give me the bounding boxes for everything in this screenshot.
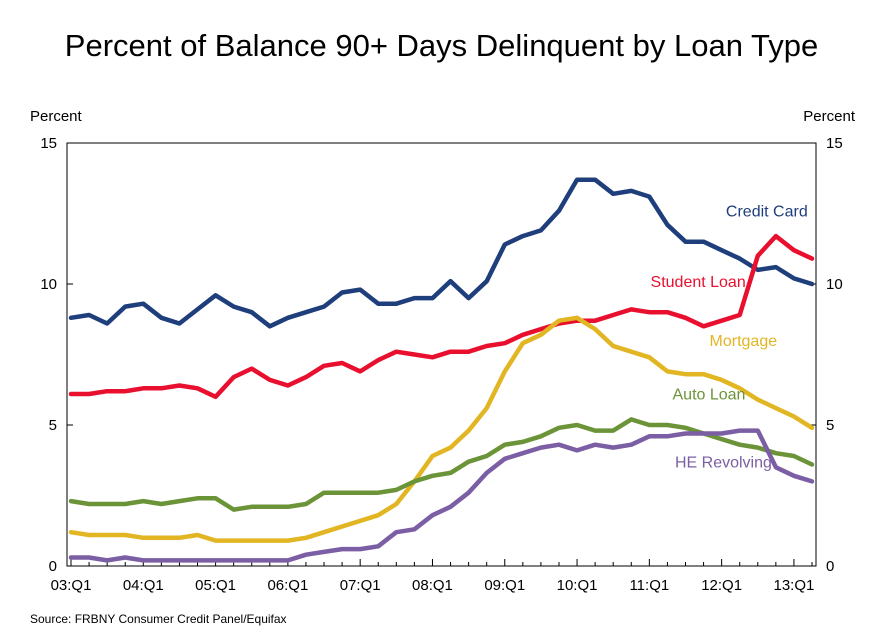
series-label-student-loan: Student Loan — [651, 274, 746, 291]
left-axis-label: Percent — [30, 108, 83, 125]
y-tick-label-right: 5 — [826, 417, 834, 434]
series-line-credit-card — [68, 177, 815, 329]
axis-ticks: 0 0 5 5 10 10 15 15 03:Q1 04:Q1 05:Q1 06:Q1 07:Q1 08:… — [40, 135, 842, 594]
x-tick-label: 11:Q1 — [629, 577, 669, 594]
series-line-student-loan — [68, 233, 815, 400]
series-label-mortgage: Mortgage — [710, 333, 778, 350]
x-tick-label: 06:Q1 — [267, 577, 308, 594]
plot-area-frame — [66, 142, 817, 567]
x-tick-label: 12:Q1 — [701, 577, 742, 594]
x-tick-label: 05:Q1 — [195, 577, 236, 594]
source-note: Source: FRBNY Consumer Credit Panel/Equi… — [30, 612, 287, 626]
series-line-mortgage — [68, 315, 815, 543]
x-tick-label: 03:Q1 — [51, 577, 92, 594]
right-axis-label: Percent — [803, 108, 856, 125]
series-label-credit-card: Credit Card — [726, 203, 808, 220]
y-tick-label-right: 0 — [826, 558, 834, 575]
series-line-auto-loan — [68, 417, 815, 512]
series-label-he-revolving: HE Revolving — [675, 454, 772, 471]
y-tick-label-right: 10 — [826, 276, 843, 293]
y-tick-label-left: 0 — [49, 558, 57, 575]
x-tick-label: 07:Q1 — [340, 577, 381, 594]
x-tick-label: 13:Q1 — [773, 577, 814, 594]
series-label-auto-loan: Auto Loan — [673, 387, 746, 404]
y-tick-label-left: 10 — [40, 276, 57, 293]
series-labels: Credit Card Student Loan Mortgage Auto Loan… — [651, 203, 808, 471]
series-line-he-revolving — [68, 428, 815, 563]
y-tick-label-left: 15 — [40, 135, 57, 152]
y-tick-label-right: 15 — [826, 135, 843, 152]
x-tick-label: 10:Q1 — [557, 577, 598, 594]
x-tick-label: 08:Q1 — [412, 577, 453, 594]
x-tick-label: 04:Q1 — [123, 577, 164, 594]
series-lines — [68, 177, 815, 563]
y-tick-label-left: 5 — [49, 417, 57, 434]
x-tick-label: 09:Q1 — [484, 577, 525, 594]
chart-title: Percent of Balance 90+ Days Delinquent b… — [64, 28, 819, 63]
